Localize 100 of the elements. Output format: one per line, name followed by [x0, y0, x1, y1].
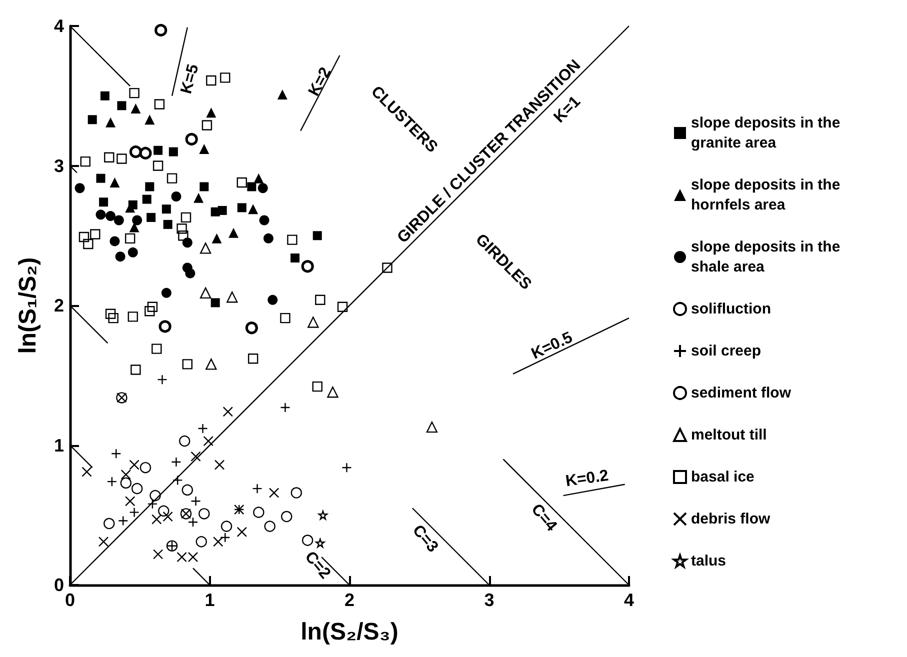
- point: [116, 154, 127, 164]
- point: [96, 174, 106, 183]
- point: [96, 210, 106, 220]
- y-tick-label: 2: [54, 296, 64, 316]
- point: [139, 146, 152, 160]
- point: [168, 147, 178, 156]
- annotation: C=3: [408, 522, 442, 556]
- point: [245, 322, 258, 334]
- point: [74, 183, 85, 194]
- point: [129, 88, 140, 98]
- point: [248, 354, 258, 364]
- point: [287, 234, 298, 245]
- point: [110, 178, 120, 188]
- point: [202, 120, 212, 130]
- point: [128, 247, 138, 258]
- point: [106, 117, 116, 128]
- y-tick-label: 1: [54, 435, 64, 456]
- point: [90, 229, 100, 240]
- point: [130, 103, 141, 114]
- point: [82, 466, 92, 477]
- point: [176, 552, 187, 562]
- point: [206, 75, 216, 86]
- point: [114, 215, 124, 226]
- point: [180, 212, 192, 223]
- point: [280, 312, 290, 324]
- y-tick-label: 3: [54, 156, 64, 176]
- point: [124, 233, 136, 244]
- point: [145, 182, 154, 192]
- point: [161, 288, 172, 298]
- point: [104, 152, 114, 162]
- annotation: K=2: [306, 64, 335, 100]
- point: [104, 518, 115, 530]
- point: [277, 89, 288, 100]
- point: [281, 510, 292, 522]
- point: [147, 302, 158, 312]
- point: [200, 242, 212, 254]
- point: [83, 238, 94, 250]
- point: [154, 146, 163, 155]
- point: [199, 144, 210, 154]
- point: [120, 477, 132, 489]
- point: [129, 145, 142, 158]
- point: [301, 260, 314, 273]
- point: [129, 460, 140, 470]
- point: [185, 268, 196, 278]
- point: [337, 302, 348, 312]
- point: [312, 231, 322, 240]
- point: [100, 91, 110, 100]
- y-tick-label: 4: [54, 16, 64, 36]
- x-axis-title: ln(S₂/S₃): [300, 618, 398, 646]
- annotation: K=0.2: [564, 467, 610, 490]
- point: [212, 233, 222, 244]
- point: [258, 183, 268, 194]
- point: [152, 344, 162, 354]
- annotation: K=5: [178, 62, 202, 96]
- point: [144, 306, 155, 316]
- point: [200, 182, 209, 192]
- point: [290, 253, 300, 262]
- point: [188, 552, 198, 562]
- legend-label: solifluction: [691, 300, 771, 318]
- point: [154, 24, 168, 36]
- point: [152, 160, 164, 171]
- point: [88, 115, 97, 124]
- point: [308, 316, 319, 328]
- point: [228, 228, 239, 238]
- point: [129, 222, 140, 232]
- legend-label: debris flow: [691, 510, 771, 528]
- point: [268, 488, 280, 498]
- point: [179, 435, 190, 447]
- point: [154, 99, 165, 110]
- point: [254, 173, 264, 184]
- point: [316, 538, 325, 548]
- x-tick-label: 2: [344, 590, 355, 610]
- point: [162, 511, 173, 522]
- point: [194, 192, 204, 203]
- point: [146, 212, 156, 222]
- point: [108, 312, 118, 324]
- x-tick-label: 1: [204, 590, 215, 610]
- point: [117, 101, 126, 110]
- point: [98, 536, 109, 547]
- point: [248, 204, 258, 214]
- point: [162, 204, 171, 214]
- point: [78, 232, 90, 242]
- point: [259, 215, 270, 226]
- point: [152, 514, 162, 524]
- legend-label: slope deposits in the granite area: [691, 114, 844, 152]
- point: [176, 224, 187, 234]
- point: [213, 536, 224, 547]
- point: [218, 206, 227, 215]
- legend-label: basal ice: [691, 468, 754, 486]
- point: [237, 203, 246, 212]
- point: [144, 114, 155, 125]
- point: [106, 211, 116, 222]
- point: [182, 484, 193, 496]
- legend-label: slope deposits in the shale area: [691, 238, 844, 276]
- point: [236, 177, 247, 188]
- point: [120, 470, 131, 480]
- point: [130, 364, 141, 375]
- point: [110, 236, 120, 246]
- point: [268, 294, 278, 305]
- point: [222, 406, 234, 417]
